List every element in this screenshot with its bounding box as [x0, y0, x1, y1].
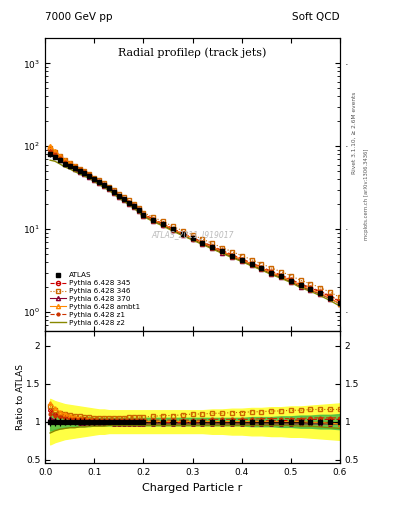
Text: mcplots.cern.ch [arXiv:1306.3436]: mcplots.cern.ch [arXiv:1306.3436] [364, 149, 369, 240]
Y-axis label: Ratio to ATLAS: Ratio to ATLAS [16, 364, 25, 430]
Text: ATLAS_2011_I919017: ATLAS_2011_I919017 [151, 230, 234, 239]
Text: Soft QCD: Soft QCD [292, 11, 340, 22]
Legend: ATLAS, Pythia 6.428 345, Pythia 6.428 346, Pythia 6.428 370, Pythia 6.428 ambt1,: ATLAS, Pythia 6.428 345, Pythia 6.428 34… [49, 271, 141, 327]
Text: Rivet 3.1.10, ≥ 2.6M events: Rivet 3.1.10, ≥ 2.6M events [352, 92, 357, 174]
X-axis label: Charged Particle r: Charged Particle r [142, 483, 243, 493]
Text: Radial profileρ (track jets): Radial profileρ (track jets) [118, 47, 267, 58]
Text: 7000 GeV pp: 7000 GeV pp [45, 11, 113, 22]
